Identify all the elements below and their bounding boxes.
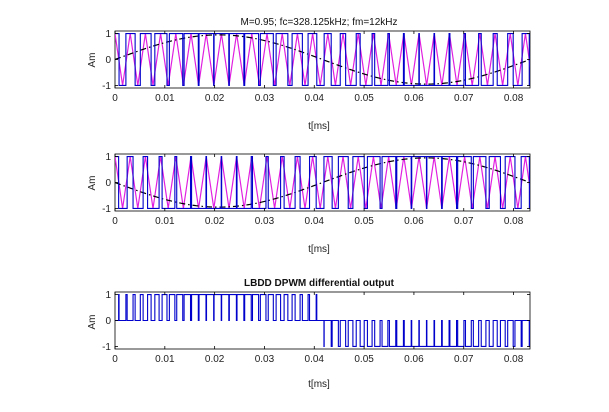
y-tick-label: 0 bbox=[105, 316, 111, 327]
x-tick-label: 0.05 bbox=[354, 354, 374, 365]
differential-output-series bbox=[115, 294, 530, 347]
x-tick-label: 0.03 bbox=[255, 216, 275, 227]
x-tick-label: 0 bbox=[112, 216, 118, 227]
x-tick-label: 0.08 bbox=[504, 93, 524, 104]
pwm-output-series-2 bbox=[115, 156, 530, 209]
subplot-3: LBDD DPWM differential output 0 0.01 0.02 0… bbox=[87, 278, 531, 390]
subplot-1: M=0.95; fc=328.125kHz; fm=12kHz 0 0.01 0.0… bbox=[87, 17, 531, 132]
subplot-3-plot-area: 0 0.01 0.02 0.03 0.04 0.05 0.06 0.07 0.08-101 bbox=[102, 290, 531, 365]
subplot-1-ylabel: Am bbox=[87, 53, 98, 68]
x-tick-label: 0.05 bbox=[354, 93, 374, 104]
y-tick-label: 0 bbox=[105, 55, 111, 66]
subplot-1-xlabel: t[ms] bbox=[308, 121, 330, 132]
pwm-output-series-1 bbox=[115, 33, 530, 86]
subplot-3-title: LBDD DPWM differential output bbox=[244, 278, 395, 289]
subplot-3-xlabel: t[ms] bbox=[308, 379, 330, 390]
y-tick-label: 0 bbox=[105, 178, 111, 189]
x-tick-label: 0.03 bbox=[255, 354, 275, 365]
x-tick-label: 0.04 bbox=[305, 354, 325, 365]
y-tick-label: -1 bbox=[102, 204, 111, 215]
y-tick-label: 1 bbox=[105, 152, 111, 163]
x-tick-label: 0.04 bbox=[305, 93, 325, 104]
x-tick-label: 0.03 bbox=[255, 93, 275, 104]
x-tick-label: 0.02 bbox=[205, 354, 225, 365]
y-tick-label: 1 bbox=[105, 290, 111, 301]
x-tick-label: 0.04 bbox=[305, 216, 325, 227]
x-tick-label: 0.01 bbox=[155, 216, 175, 227]
x-tick-label: 0.02 bbox=[205, 216, 225, 227]
y-tick-label: 1 bbox=[105, 29, 111, 40]
x-tick-label: 0.08 bbox=[504, 354, 524, 365]
subplot-3-ylabel: Am bbox=[87, 315, 98, 330]
subplot-2-xlabel: t[ms] bbox=[308, 244, 330, 255]
x-tick-label: 0.06 bbox=[404, 216, 424, 227]
x-tick-label: 0.01 bbox=[155, 354, 175, 365]
subplot-2-plot-area: 0 0.01 0.02 0.03 0.04 0.05 0.06 0.07 0.08-101 bbox=[102, 152, 531, 227]
subplot-2-ylabel: Am bbox=[87, 176, 98, 191]
x-tick-label: 0.02 bbox=[205, 93, 225, 104]
x-tick-label: 0.07 bbox=[454, 354, 474, 365]
x-tick-label: 0.01 bbox=[155, 93, 175, 104]
x-tick-label: 0 bbox=[112, 354, 118, 365]
x-tick-label: 0 bbox=[112, 93, 118, 104]
subplot-1-plot-area: 0 0.01 0.02 0.03 0.04 0.05 0.06 0.07 0.08-101 bbox=[102, 29, 531, 104]
x-tick-label: 0.05 bbox=[354, 216, 374, 227]
x-tick-label: 0.06 bbox=[404, 93, 424, 104]
modulating-signal-series-2 bbox=[115, 157, 530, 208]
subplot-2: 0 0.01 0.02 0.03 0.04 0.05 0.06 0.07 0.08-101 t[… bbox=[87, 152, 531, 255]
x-tick-label: 0.06 bbox=[404, 354, 424, 365]
y-tick-label: -1 bbox=[102, 81, 111, 92]
y-tick-label: -1 bbox=[102, 342, 111, 353]
x-tick-label: 0.07 bbox=[454, 216, 474, 227]
x-tick-label: 0.07 bbox=[454, 93, 474, 104]
x-tick-label: 0.08 bbox=[504, 216, 524, 227]
subplot-1-title: M=0.95; fc=328.125kHz; fm=12kHz bbox=[240, 17, 397, 28]
